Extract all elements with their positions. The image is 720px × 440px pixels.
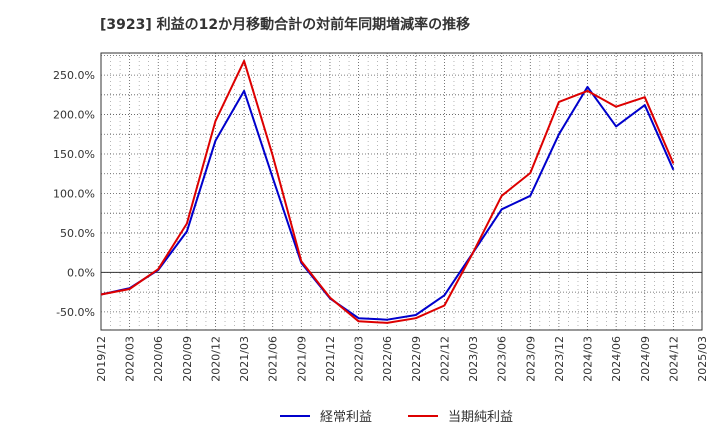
legend-label: 当期純利益 [448,410,513,425]
x-tick-label: 2021/09 [295,336,308,382]
y-tick-label: 50.0% [60,227,95,240]
x-tick-label: 2020/06 [152,336,165,382]
x-tick-label: 2022/03 [353,336,366,382]
series-line-1 [100,85,675,321]
legend: 経常利益 当期純利益 [280,410,513,425]
x-tick-label: 2020/09 [181,336,194,382]
x-tick-label: 2022/12 [438,336,451,382]
x-tick-label: 2024/12 [667,336,680,382]
y-tick-label: 100.0% [53,187,95,200]
y-tick-label: 250.0% [53,69,95,82]
y-tick-label: 200.0% [53,109,95,122]
x-tick-label: 2022/06 [381,336,394,382]
x-tick-label: 2024/06 [610,336,623,382]
x-tick-label: 2020/03 [124,336,137,382]
series-points-2 [100,60,674,323]
x-tick-label: 2019/12 [95,336,108,382]
x-tick-label: 2020/12 [209,336,222,382]
y-tick-label: 150.0% [53,148,95,161]
x-tick-label: 2022/09 [410,336,423,382]
x-tick-label: 2021/03 [238,336,251,382]
x-tick-label: 2021/12 [324,336,337,382]
chart-title: [3923] 利益の12か月移動合計の対前年同期増減率の推移 [100,17,471,33]
x-tick-label: 2023/03 [467,336,480,382]
x-tick-label: 2021/06 [267,336,280,382]
x-tick-label: 2024/03 [582,336,595,382]
y-tick-label: 0.0% [67,266,95,279]
x-tick-label: 2023/06 [496,336,509,382]
x-tick-label: 2024/09 [639,336,652,382]
x-tick-label: 2023/12 [553,336,566,382]
x-tick-label: 2025/03 [696,336,709,382]
legend-label: 経常利益 [320,410,372,425]
x-tick-label: 2023/09 [524,336,537,382]
y-tick-label: -50.0% [56,306,95,319]
